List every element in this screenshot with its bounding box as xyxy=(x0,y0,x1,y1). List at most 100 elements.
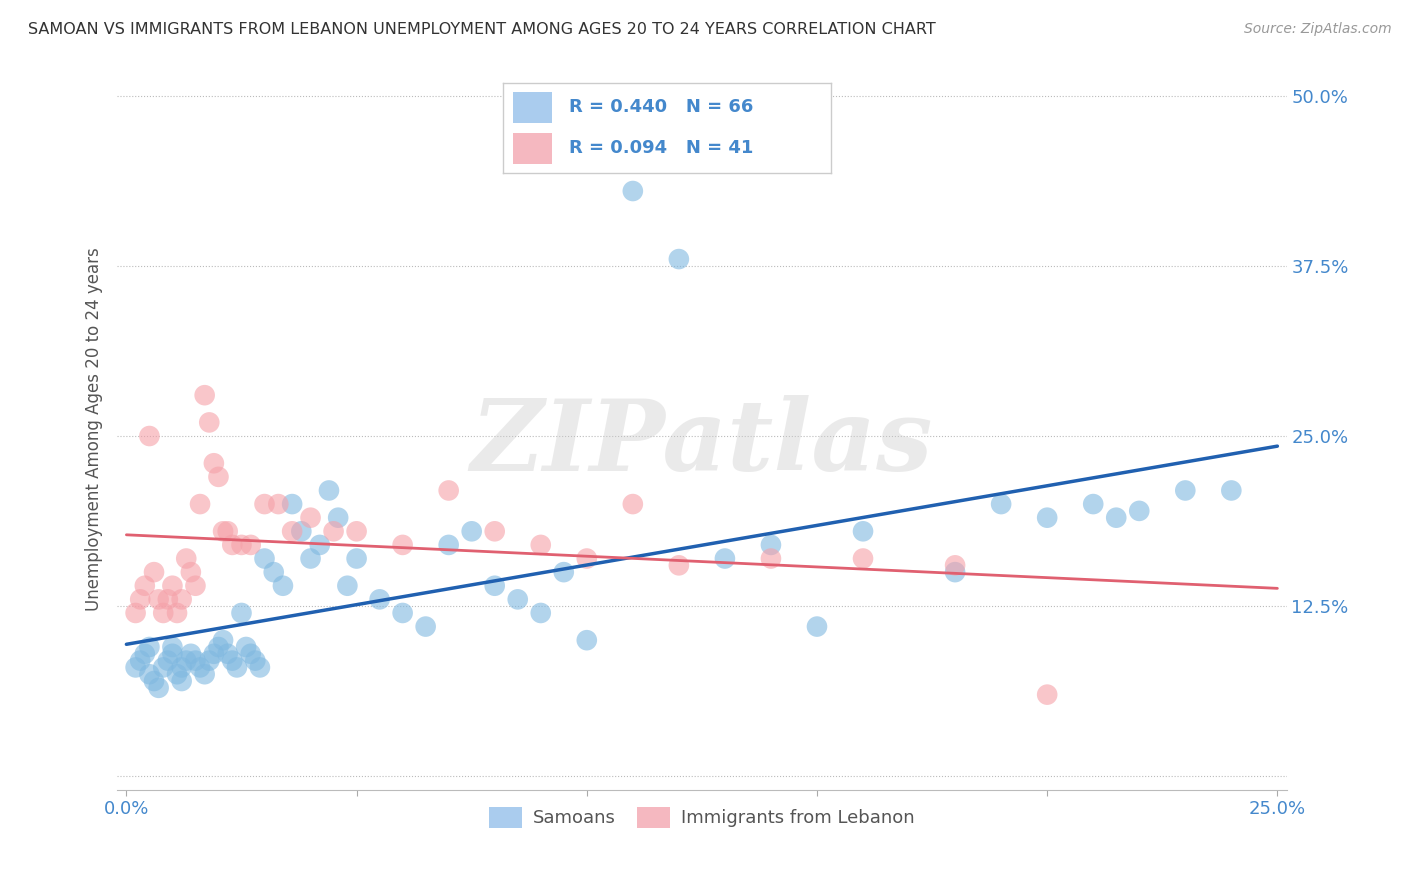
Point xyxy=(1174,483,1197,498)
Point xyxy=(231,606,253,620)
Point xyxy=(1105,510,1128,524)
Y-axis label: Unemployment Among Ages 20 to 24 years: Unemployment Among Ages 20 to 24 years xyxy=(86,247,103,611)
Point xyxy=(217,647,239,661)
Point xyxy=(239,538,262,552)
Point xyxy=(170,592,193,607)
Point xyxy=(271,579,294,593)
Text: SAMOAN VS IMMIGRANTS FROM LEBANON UNEMPLOYMENT AMONG AGES 20 TO 24 YEARS CORRELA: SAMOAN VS IMMIGRANTS FROM LEBANON UNEMPL… xyxy=(28,22,936,37)
Point xyxy=(152,606,174,620)
Point xyxy=(143,565,166,579)
Point xyxy=(668,558,690,573)
Point xyxy=(194,388,217,402)
Point xyxy=(156,654,179,668)
Point xyxy=(484,579,506,593)
Point xyxy=(202,456,225,470)
Point xyxy=(308,538,330,552)
Point xyxy=(184,579,207,593)
Point xyxy=(162,647,184,661)
Point xyxy=(152,660,174,674)
Point xyxy=(245,654,267,668)
Point xyxy=(346,551,368,566)
Point xyxy=(212,633,235,648)
Point xyxy=(263,565,285,579)
Point xyxy=(166,606,188,620)
Point xyxy=(235,640,257,654)
Point xyxy=(460,524,482,539)
Point xyxy=(198,654,221,668)
Point xyxy=(239,647,262,661)
Point xyxy=(437,483,460,498)
Point xyxy=(852,524,875,539)
Point xyxy=(1220,483,1243,498)
Point xyxy=(134,647,156,661)
Point xyxy=(129,654,152,668)
Point xyxy=(180,565,202,579)
Point xyxy=(170,660,193,674)
Point xyxy=(188,497,211,511)
Point xyxy=(322,524,344,539)
Point xyxy=(943,565,966,579)
Point xyxy=(138,667,160,681)
Legend: Samoans, Immigrants from Lebanon: Samoans, Immigrants from Lebanon xyxy=(482,800,921,835)
Point xyxy=(621,184,644,198)
Point xyxy=(207,640,229,654)
Point xyxy=(852,551,875,566)
Point xyxy=(299,510,322,524)
Point xyxy=(207,470,229,484)
Point xyxy=(166,667,188,681)
Point xyxy=(143,673,166,688)
Point xyxy=(194,667,217,681)
Point xyxy=(391,538,413,552)
Point xyxy=(198,416,221,430)
Point xyxy=(134,579,156,593)
Point xyxy=(180,647,202,661)
Point xyxy=(506,592,529,607)
Point xyxy=(553,565,575,579)
Point xyxy=(129,592,152,607)
Point xyxy=(148,681,170,695)
Point xyxy=(212,524,235,539)
Point xyxy=(336,579,359,593)
Point xyxy=(714,551,737,566)
Point xyxy=(575,551,598,566)
Point xyxy=(318,483,340,498)
Point xyxy=(267,497,290,511)
Point xyxy=(202,647,225,661)
Point xyxy=(668,252,690,266)
Point xyxy=(249,660,271,674)
Point xyxy=(1128,504,1150,518)
Point xyxy=(806,619,828,633)
Point xyxy=(391,606,413,620)
Point xyxy=(162,579,184,593)
Point xyxy=(759,551,782,566)
Point xyxy=(188,660,211,674)
Point xyxy=(368,592,391,607)
Point xyxy=(184,654,207,668)
Point xyxy=(346,524,368,539)
Point xyxy=(530,606,553,620)
Point xyxy=(437,538,460,552)
Point xyxy=(170,673,193,688)
Point xyxy=(138,640,160,654)
Point xyxy=(281,524,304,539)
Point xyxy=(174,654,197,668)
Point xyxy=(1083,497,1105,511)
Point xyxy=(221,654,243,668)
Point xyxy=(253,551,276,566)
Point xyxy=(138,429,160,443)
Point xyxy=(217,524,239,539)
Point xyxy=(148,592,170,607)
Point xyxy=(759,538,782,552)
Point xyxy=(221,538,243,552)
Point xyxy=(231,538,253,552)
Point xyxy=(290,524,312,539)
Point xyxy=(415,619,437,633)
Point xyxy=(943,558,966,573)
Point xyxy=(253,497,276,511)
Point xyxy=(124,606,146,620)
Point xyxy=(299,551,322,566)
Text: Source: ZipAtlas.com: Source: ZipAtlas.com xyxy=(1244,22,1392,37)
Text: ZIPatlas: ZIPatlas xyxy=(471,395,934,491)
Point xyxy=(225,660,247,674)
Point xyxy=(530,538,553,552)
